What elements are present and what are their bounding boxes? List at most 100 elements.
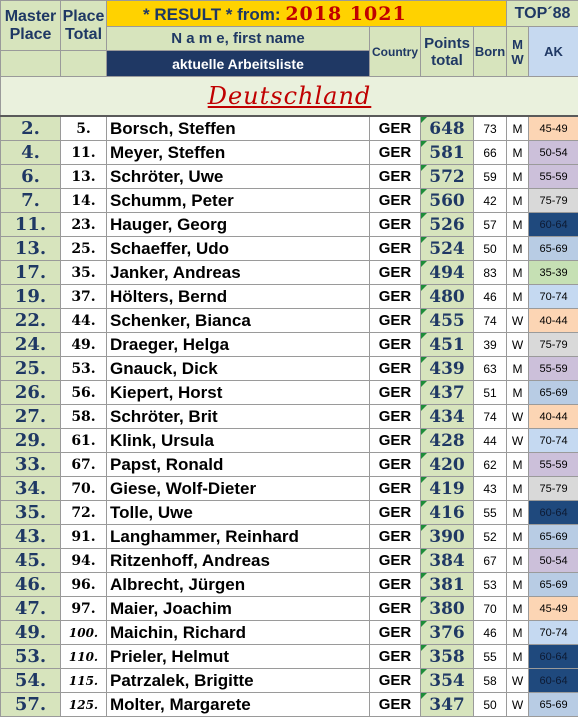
place-total-cell[interactable]: 100.: [60, 620, 107, 645]
master-place-cell[interactable]: 35.: [0, 500, 61, 525]
master-place-cell[interactable]: 6.: [0, 164, 61, 189]
age-class-cell[interactable]: 55-59: [528, 356, 578, 381]
gender-cell[interactable]: W: [506, 332, 530, 357]
gender-cell[interactable]: M: [506, 188, 530, 213]
born-cell[interactable]: 44: [472, 428, 508, 453]
born-cell[interactable]: 51: [472, 380, 508, 405]
gender-cell[interactable]: W: [506, 692, 530, 717]
place-total-cell[interactable]: 67.: [60, 452, 107, 477]
country-cell[interactable]: GER: [369, 452, 421, 477]
country-cell[interactable]: GER: [369, 620, 421, 645]
country-cell[interactable]: GER: [369, 476, 421, 501]
name-cell[interactable]: Janker, Andreas: [106, 260, 370, 285]
age-class-cell[interactable]: 70-74: [528, 428, 578, 453]
place-total-cell[interactable]: 37.: [60, 284, 107, 309]
born-cell[interactable]: 59: [472, 164, 508, 189]
gender-cell[interactable]: W: [506, 404, 530, 429]
top-label[interactable]: TOP´88: [506, 0, 578, 27]
master-place-cell[interactable]: 57.: [0, 692, 61, 717]
master-place-cell[interactable]: 4.: [0, 140, 61, 165]
master-place-cell[interactable]: 26.: [0, 380, 61, 405]
master-place-cell[interactable]: 22.: [0, 308, 61, 333]
name-cell[interactable]: Tolle, Uwe: [106, 500, 370, 525]
name-cell[interactable]: Gnauck, Dick: [106, 356, 370, 381]
name-cell[interactable]: Langhammer, Reinhard: [106, 524, 370, 549]
country-section-row[interactable]: Deutschland: [0, 76, 578, 117]
place-total-cell[interactable]: 70.: [60, 476, 107, 501]
name-cell[interactable]: Kiepert, Horst: [106, 380, 370, 405]
country-cell[interactable]: GER: [369, 284, 421, 309]
country-header[interactable]: Country: [369, 26, 421, 77]
born-cell[interactable]: 43: [472, 476, 508, 501]
name-cell[interactable]: Schröter, Brit: [106, 404, 370, 429]
name-cell[interactable]: Papst, Ronald: [106, 452, 370, 477]
born-cell[interactable]: 42: [472, 188, 508, 213]
gender-cell[interactable]: M: [506, 596, 530, 621]
country-cell[interactable]: GER: [369, 356, 421, 381]
country-cell[interactable]: GER: [369, 548, 421, 573]
age-class-cell[interactable]: 70-74: [528, 620, 578, 645]
born-cell[interactable]: 50: [472, 692, 508, 717]
born-cell[interactable]: 53: [472, 572, 508, 597]
points-cell[interactable]: 354: [420, 668, 474, 693]
age-class-cell[interactable]: 50-54: [528, 140, 578, 165]
age-class-cell[interactable]: 55-59: [528, 164, 578, 189]
name-cell[interactable]: Maichin, Richard: [106, 620, 370, 645]
gender-cell[interactable]: W: [506, 428, 530, 453]
name-cell[interactable]: Patrzalek, Brigitte: [106, 668, 370, 693]
master-place-cell[interactable]: 24.: [0, 332, 61, 357]
gender-cell[interactable]: M: [506, 260, 530, 285]
gender-cell[interactable]: W: [506, 668, 530, 693]
points-cell[interactable]: 581: [420, 140, 474, 165]
gender-cell[interactable]: M: [506, 356, 530, 381]
points-cell[interactable]: 347: [420, 692, 474, 717]
born-cell[interactable]: 55: [472, 500, 508, 525]
gender-cell[interactable]: M: [506, 115, 530, 141]
country-cell[interactable]: GER: [369, 644, 421, 669]
country-cell[interactable]: GER: [369, 572, 421, 597]
age-class-cell[interactable]: 55-59: [528, 452, 578, 477]
name-cell[interactable]: Meyer, Steffen: [106, 140, 370, 165]
master-place-cell[interactable]: 53.: [0, 644, 61, 669]
born-cell[interactable]: 55: [472, 644, 508, 669]
age-class-cell[interactable]: 65-69: [528, 380, 578, 405]
points-cell[interactable]: 480: [420, 284, 474, 309]
country-cell[interactable]: GER: [369, 236, 421, 261]
country-cell[interactable]: GER: [369, 500, 421, 525]
place-header-blank[interactable]: [60, 50, 107, 77]
points-cell[interactable]: 572: [420, 164, 474, 189]
master-place-header[interactable]: Master Place: [0, 0, 61, 51]
name-cell[interactable]: Molter, Margarete: [106, 692, 370, 717]
age-class-cell[interactable]: 50-54: [528, 548, 578, 573]
master-place-cell[interactable]: 7.: [0, 188, 61, 213]
points-cell[interactable]: 390: [420, 524, 474, 549]
worklist-label[interactable]: aktuelle Arbeitsliste: [106, 50, 370, 77]
name-cell[interactable]: Borsch, Steffen: [106, 115, 370, 141]
place-total-cell[interactable]: 94.: [60, 548, 107, 573]
name-cell[interactable]: Giese, Wolf-Dieter: [106, 476, 370, 501]
name-cell[interactable]: Hölters, Bernd: [106, 284, 370, 309]
master-place-cell[interactable]: 45.: [0, 548, 61, 573]
place-total-cell[interactable]: 49.: [60, 332, 107, 357]
mw-header[interactable]: M W: [506, 26, 530, 77]
place-total-cell[interactable]: 61.: [60, 428, 107, 453]
name-cell[interactable]: Draeger, Helga: [106, 332, 370, 357]
place-total-cell[interactable]: 23.: [60, 212, 107, 237]
place-total-header[interactable]: Place Total: [60, 0, 107, 51]
place-total-cell[interactable]: 72.: [60, 500, 107, 525]
born-cell[interactable]: 70: [472, 596, 508, 621]
age-class-cell[interactable]: 75-79: [528, 476, 578, 501]
points-cell[interactable]: 428: [420, 428, 474, 453]
master-header-blank[interactable]: [0, 50, 61, 77]
country-cell[interactable]: GER: [369, 404, 421, 429]
master-place-cell[interactable]: 54.: [0, 668, 61, 693]
name-cell[interactable]: Prieler, Helmut: [106, 644, 370, 669]
gender-cell[interactable]: M: [506, 572, 530, 597]
name-cell[interactable]: Schumm, Peter: [106, 188, 370, 213]
name-cell[interactable]: Schröter, Uwe: [106, 164, 370, 189]
country-cell[interactable]: GER: [369, 212, 421, 237]
place-total-cell[interactable]: 35.: [60, 260, 107, 285]
points-cell[interactable]: 381: [420, 572, 474, 597]
points-total-header[interactable]: Points total: [420, 26, 474, 77]
points-cell[interactable]: 434: [420, 404, 474, 429]
